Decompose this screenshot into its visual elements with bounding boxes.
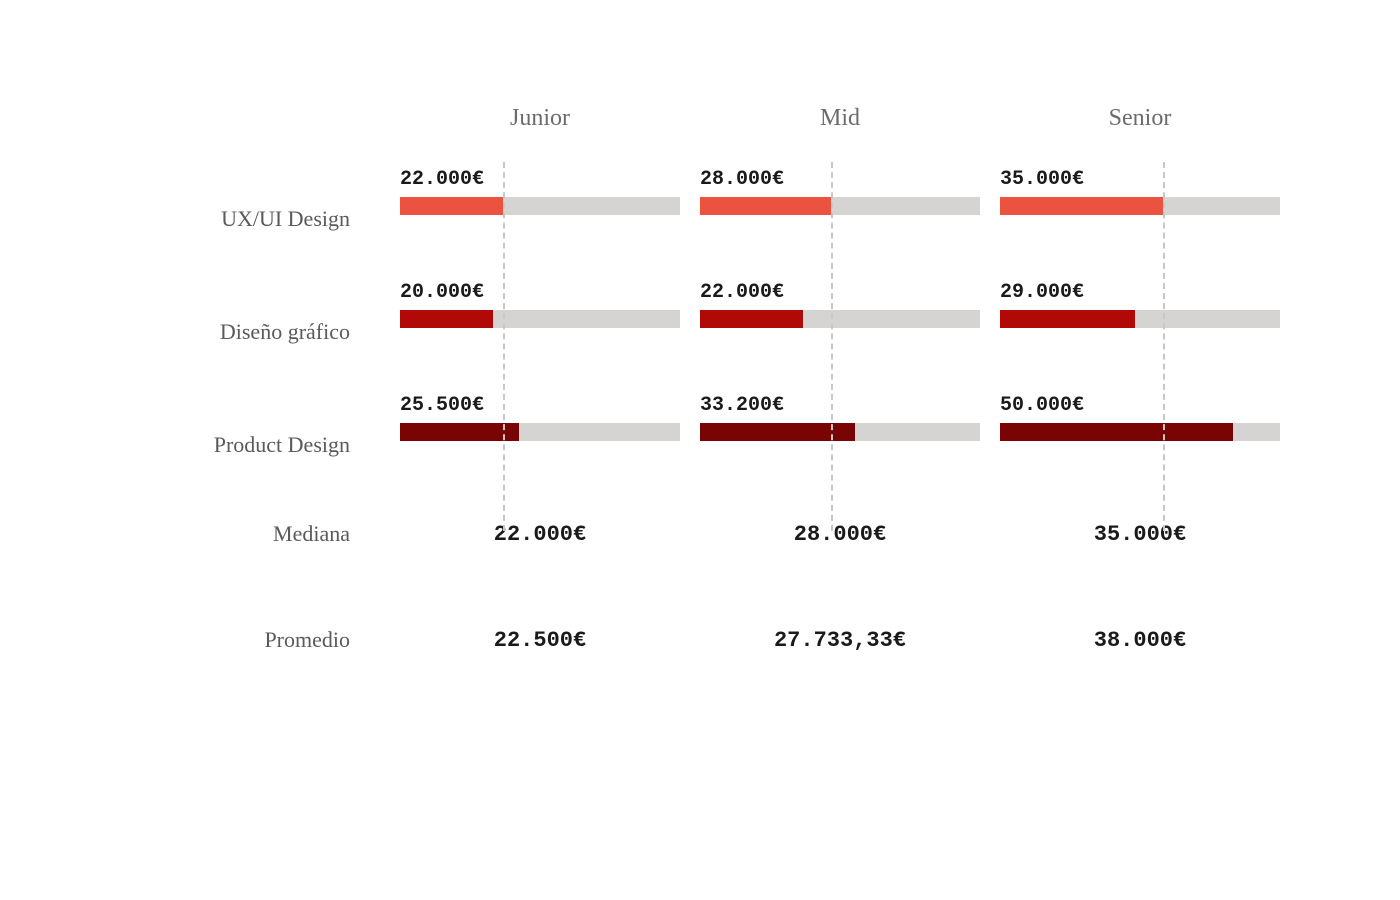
row-mediana: Mediana 22.000€ 28.000€ 35.000€	[140, 501, 1240, 567]
bar-grafico-junior: 20.000€	[400, 275, 680, 388]
bar-product-senior: 50.000€	[1000, 388, 1280, 501]
row-label-uxui: UX/UI Design	[140, 206, 380, 232]
value-label: 33.200€	[700, 394, 980, 417]
promedio-junior: 22.500€	[400, 608, 680, 673]
value-label: 29.000€	[1000, 281, 1280, 304]
mediana-junior: 22.000€	[400, 502, 680, 567]
col-header-junior: Junior	[400, 105, 680, 162]
bar-fill	[700, 197, 831, 215]
value-label: 22.000€	[700, 281, 980, 304]
bar-track	[700, 423, 980, 441]
bars-region: UX/UI Design 22.000€ 28.000€ 35.000€	[140, 162, 1240, 501]
row-label-product: Product Design	[140, 432, 380, 458]
bar-track	[1000, 423, 1280, 441]
bar-fill	[1000, 423, 1233, 441]
bar-fill	[700, 310, 803, 328]
salary-chart: Junior Mid Senior UX/UI Design 22.000€ 2…	[140, 105, 1240, 673]
promedio-senior: 38.000€	[1000, 608, 1280, 673]
bar-grafico-mid: 22.000€	[700, 275, 980, 388]
bar-track	[700, 197, 980, 215]
bar-track	[400, 423, 680, 441]
value-label: 28.000€	[700, 168, 980, 191]
col-header-mid: Mid	[700, 105, 980, 162]
bar-product-mid: 33.200€	[700, 388, 980, 501]
row-label-grafico: Diseño gráfico	[140, 319, 380, 345]
value-label: 50.000€	[1000, 394, 1280, 417]
value-label: 20.000€	[400, 281, 680, 304]
mediana-mid: 28.000€	[700, 502, 980, 567]
bar-track	[1000, 197, 1280, 215]
bar-fill	[1000, 197, 1163, 215]
bar-fill	[1000, 310, 1135, 328]
spacer	[140, 567, 1240, 607]
mediana-senior: 35.000€	[1000, 502, 1280, 567]
row-label-mediana: Mediana	[140, 501, 380, 567]
bar-uxui-mid: 28.000€	[700, 162, 980, 275]
value-label: 35.000€	[1000, 168, 1280, 191]
bar-track	[400, 197, 680, 215]
bar-track	[400, 310, 680, 328]
bar-grafico-senior: 29.000€	[1000, 275, 1280, 388]
bar-track	[1000, 310, 1280, 328]
row-uxui: UX/UI Design 22.000€ 28.000€ 35.000€	[140, 162, 1240, 275]
row-product: Product Design 25.500€ 33.200€ 50.000€	[140, 388, 1240, 501]
promedio-mid: 27.733,33€	[700, 608, 980, 673]
row-promedio: Promedio 22.500€ 27.733,33€ 38.000€	[140, 607, 1240, 673]
bar-fill	[400, 423, 519, 441]
header-row: Junior Mid Senior	[140, 105, 1240, 162]
bar-uxui-senior: 35.000€	[1000, 162, 1280, 275]
row-label-promedio: Promedio	[140, 607, 380, 673]
bar-fill	[400, 197, 503, 215]
col-header-senior: Senior	[1000, 105, 1280, 162]
bar-fill	[700, 423, 855, 441]
value-label: 22.000€	[400, 168, 680, 191]
bar-fill	[400, 310, 493, 328]
row-grafico: Diseño gráfico 20.000€ 22.000€ 29.000€	[140, 275, 1240, 388]
bar-track	[700, 310, 980, 328]
bar-uxui-junior: 22.000€	[400, 162, 680, 275]
bar-product-junior: 25.500€	[400, 388, 680, 501]
value-label: 25.500€	[400, 394, 680, 417]
